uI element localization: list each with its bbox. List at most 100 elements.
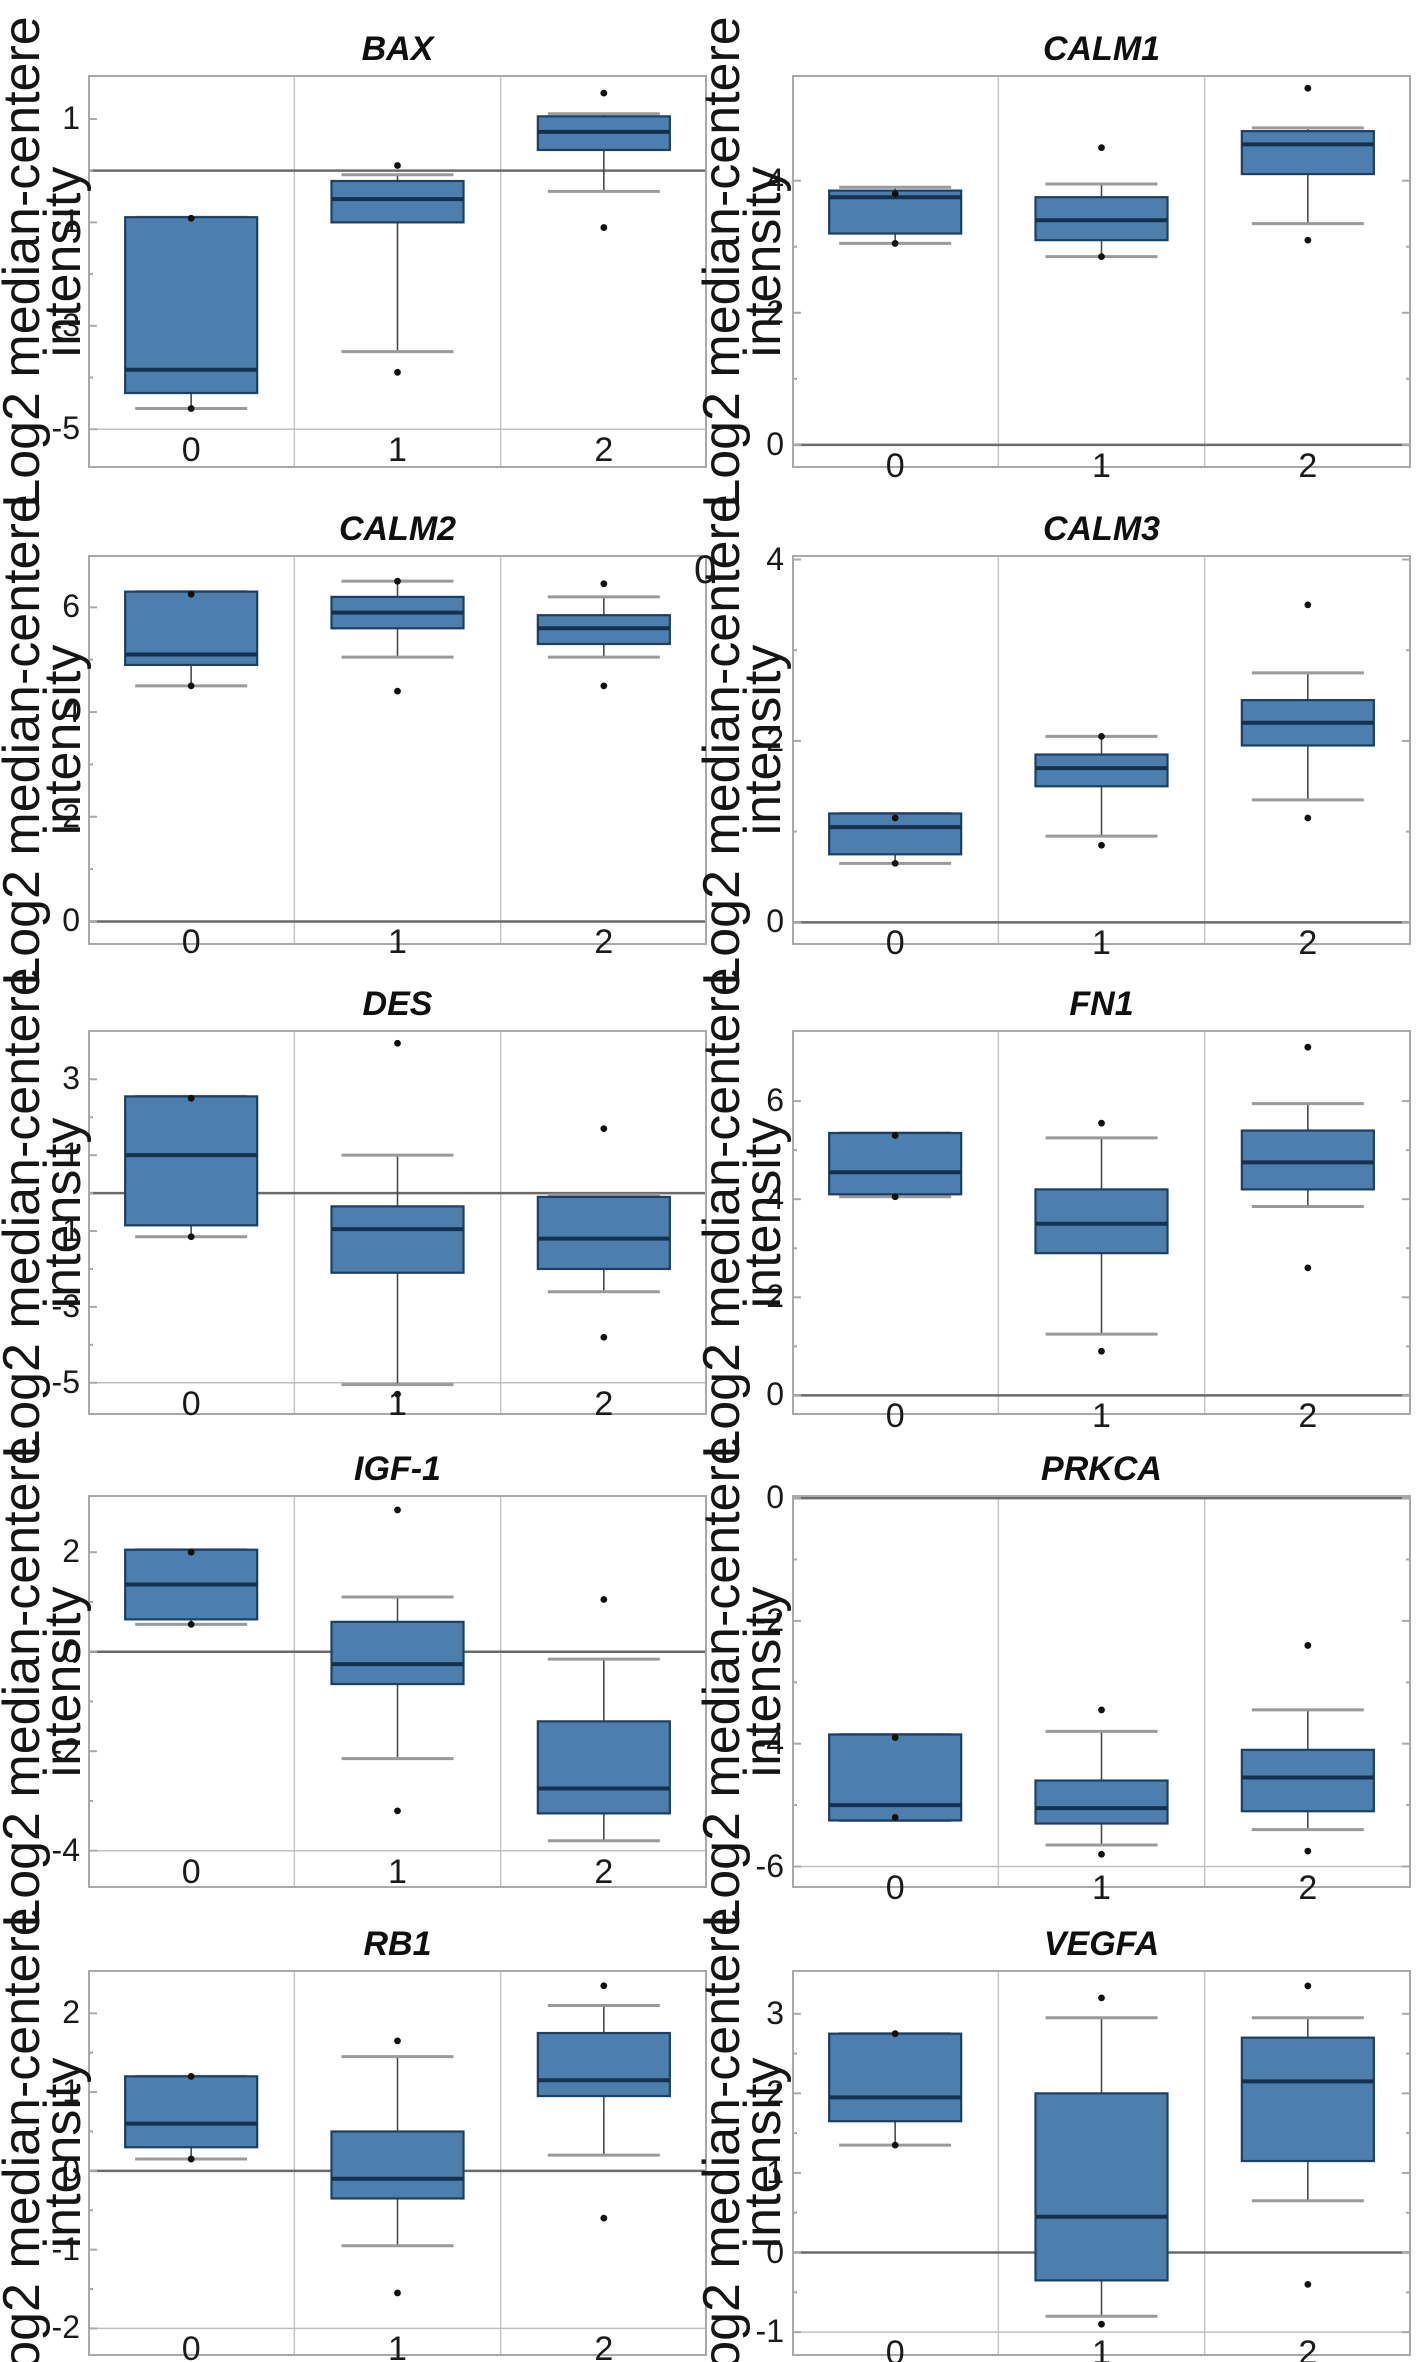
outlier-point [600,224,608,231]
outlier-point [600,1125,608,1133]
box-prkca-2 [1240,1748,1375,1813]
outlier-point [1304,1642,1312,1649]
y-axis-label: intensity [34,1117,92,1308]
x-tick-label: 2 [594,923,614,962]
box-prkca-1 [1034,1779,1169,1825]
y-tick-label: -1 [51,1212,80,1249]
outlier-point [394,1390,401,1398]
y-tick-label: 2 [766,1278,784,1315]
outlier-point [187,1233,195,1241]
x-tick-label: 1 [1092,446,1111,485]
outlier-point [891,190,899,198]
panel-title: DES [362,985,433,1023]
y-tick-label: 0 [766,425,784,462]
box-prkca-0 [828,1733,963,1822]
y-tick-label: -3 [51,306,80,343]
outlier-point [187,1094,195,1102]
y-axis-label: intensity [734,644,792,836]
y-tick-label: -5 [51,410,80,447]
outlier-point [1304,601,1312,609]
x-tick-label: 0 [885,1397,905,1436]
outlier-point [394,1506,401,1514]
x-tick-label: 2 [594,1384,614,1423]
panel-title: BAX [361,30,434,68]
outlier-point [187,2072,195,2080]
outlier-point [394,687,401,695]
y-tick-label: -1 [51,203,80,240]
outlier-point [600,580,608,588]
y-tick-label: 1 [62,99,80,136]
box-des-1 [330,1205,465,1274]
x-tick-label: 1 [388,1852,407,1891]
outlier-point [1304,1982,1312,1990]
outlier-point [394,577,401,585]
x-tick-label: 1 [1092,1397,1111,1436]
x-tick-label: 2 [1298,2334,1318,2362]
y-tick-label: -6 [755,1847,784,1884]
outlier-point [600,1982,608,1990]
y-axis-label: intensity [34,166,92,357]
outlier-point [600,89,608,97]
panel-title: CALM1 [1042,30,1161,68]
plot-area-vegfa [792,1970,1411,2356]
box-igf-1-1 [330,1620,465,1686]
x-tick-label: 0 [885,1868,905,1907]
box-vegfa-1 [1034,2092,1169,2282]
y-tick-label: 4 [62,693,80,730]
y-tick-label: -3 [51,1287,80,1324]
x-tick-label: 0 [181,1852,201,1891]
y-tick-label: 0 [62,1632,80,1669]
x-tick-label: 1 [388,923,407,962]
plot-area-rb1 [88,1970,707,2356]
y-tick-label: 0 [62,902,80,939]
outlier-point [394,1807,401,1815]
plot-frame [88,1495,707,1888]
outlier-point [891,2030,899,2038]
plot-frame [792,75,1411,468]
y-tick-label: 0 [766,2233,784,2270]
box-rb1-0 [124,2075,259,2149]
x-tick-label: 2 [1298,924,1318,963]
x-tick-label: 1 [388,1384,407,1423]
y-tick-label: 2 [766,721,784,758]
x-tick-label: 0 [181,431,201,470]
y-axis-label: intensity [34,2057,92,2249]
y-tick-label: 0 [766,1376,784,1413]
x-tick-label: 2 [594,1852,614,1891]
box-des-2 [536,1195,671,1271]
x-tick-label: 0 [181,1384,201,1423]
x-tick-label: 2 [1298,446,1318,485]
outlier-point [187,2155,195,2163]
outlier-point [187,214,195,222]
y-tick-label: 6 [766,1082,784,1119]
y-tick-label: 2 [62,797,80,834]
plot-frame [792,1970,1411,2356]
plot-frame [88,1970,707,2356]
box-vegfa-0 [828,2032,963,2123]
outlier-point [187,405,195,412]
plot-frame [88,1030,707,1415]
outlier-point [1304,236,1312,244]
y-tick-label: 3 [766,1994,784,2031]
y-axis-label: intensity [734,166,792,357]
panel-title: PRKCA [1041,1450,1162,1488]
outlier-point [891,1193,899,1201]
y-axis-label: intensity [734,1586,792,1777]
box-bax-0 [124,216,259,395]
panel-title: IGF-1 [354,1450,441,1488]
x-tick-label: 1 [1092,1868,1111,1907]
y-axis-label: intensity [34,1586,92,1777]
box-calm3-1 [1034,753,1169,788]
y-tick-label: 2 [766,2074,784,2111]
outlier-point [1098,1850,1105,1858]
x-tick-label: 0 [885,446,905,485]
outlier-point [1304,1847,1312,1855]
box-fn1-0 [828,1131,963,1196]
y-tick-label: 0 [62,2151,80,2188]
outlier-point [600,682,608,690]
y-tick-label: 2 [62,1533,80,1570]
plot-area-des [88,1030,707,1415]
outlier-point [1304,2280,1312,2288]
outlier-point [891,814,899,822]
